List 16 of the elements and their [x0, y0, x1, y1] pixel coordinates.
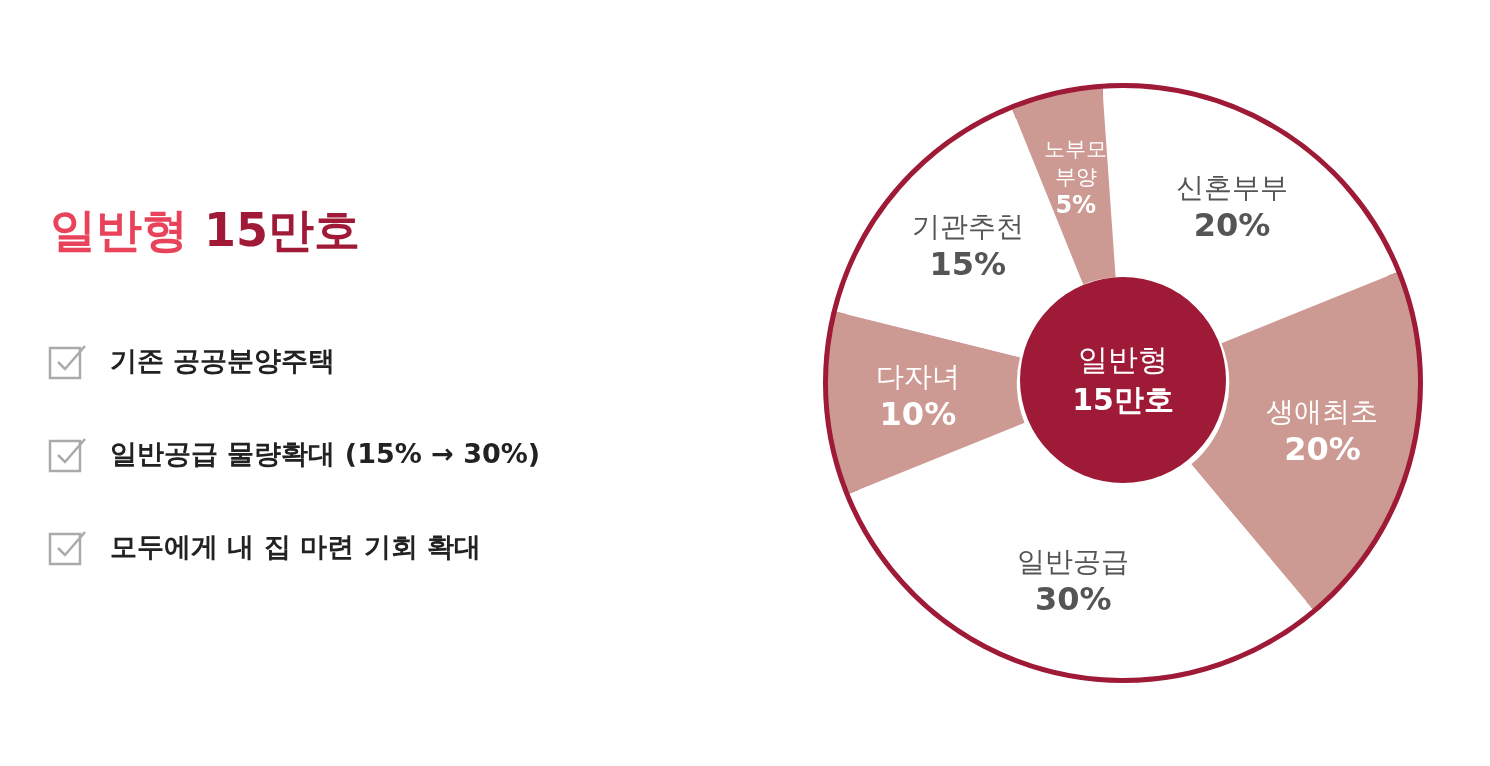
slice-label: 노부모부양	[1044, 136, 1108, 189]
slice-label: 다자녀	[875, 359, 960, 393]
slice-label: 신혼부부	[1175, 170, 1288, 204]
slice-label: 생애최초	[1266, 395, 1379, 429]
text: 일반공급 물량확대 (15% → 30%)	[110, 437, 541, 471]
slice-label: 기관추천	[911, 210, 1024, 244]
data-label: 20%	[1284, 430, 1361, 469]
text: 모두에게 내 집 마련 기회 확대	[110, 530, 481, 564]
data-label: 15%	[929, 245, 1007, 284]
text: 일반형 15만호	[50, 203, 361, 257]
data-label: 5%	[1055, 190, 1097, 219]
slice-label: 일반공급	[1017, 544, 1130, 578]
data-label: 10%	[879, 394, 957, 433]
data-label: 30%	[1034, 579, 1112, 618]
data-label: 20%	[1193, 205, 1271, 244]
text: 기존 공공분양주택	[110, 344, 336, 378]
